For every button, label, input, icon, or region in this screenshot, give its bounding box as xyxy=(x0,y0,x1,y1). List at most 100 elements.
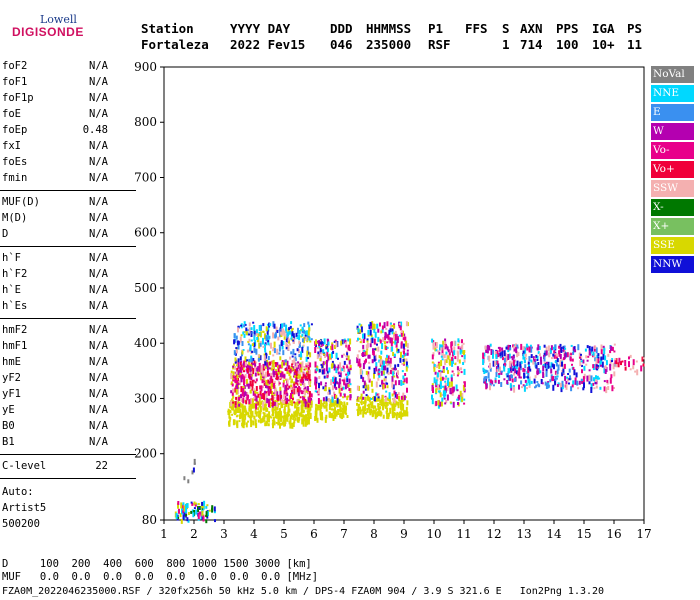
echo-point xyxy=(341,354,344,358)
echo-point xyxy=(463,350,465,355)
echo-point xyxy=(271,408,274,412)
echo-point xyxy=(369,409,372,416)
echo-point xyxy=(445,345,448,349)
echo-point xyxy=(325,359,328,366)
header-label-axn: AXN xyxy=(520,21,543,36)
echo-point xyxy=(447,355,450,360)
echo-point xyxy=(270,398,273,401)
echo-point xyxy=(186,517,189,522)
x-tick-label: 2 xyxy=(190,527,198,541)
param-name: foF2 xyxy=(2,60,28,72)
echo-point xyxy=(326,338,329,341)
echo-point xyxy=(252,379,255,382)
echo-point xyxy=(246,367,249,373)
param-separator xyxy=(0,478,136,479)
echo-point xyxy=(279,331,282,335)
param-row: foEs N/A xyxy=(0,154,108,170)
echo-point xyxy=(368,378,371,383)
echo-point xyxy=(388,398,391,401)
echo-point xyxy=(286,369,289,375)
echo-point xyxy=(343,393,346,398)
echo-point xyxy=(296,379,299,382)
echo-point xyxy=(397,363,400,367)
echo-point xyxy=(183,509,186,515)
echo-point xyxy=(401,354,404,358)
echo-point xyxy=(582,387,585,391)
echo-point xyxy=(615,358,618,365)
echo-point xyxy=(517,371,520,376)
echo-point xyxy=(255,412,258,417)
echo-point xyxy=(262,323,265,327)
echo-point xyxy=(243,333,246,338)
echo-point xyxy=(347,368,350,372)
echo-point xyxy=(324,382,327,385)
echo-point xyxy=(359,329,362,334)
echo-point xyxy=(235,396,238,400)
echo-point xyxy=(238,420,241,423)
param-row: foF1p N/A xyxy=(0,90,108,106)
echo-point xyxy=(581,364,583,367)
echo-point xyxy=(559,359,562,366)
echo-point xyxy=(290,387,293,390)
echo-point xyxy=(502,357,504,361)
echo-point xyxy=(291,394,294,398)
echo-point xyxy=(329,411,331,418)
echo-point xyxy=(356,402,358,406)
echo-point xyxy=(328,389,331,395)
echo-point xyxy=(384,384,386,389)
echo-point xyxy=(194,503,197,507)
echo-point xyxy=(583,382,585,389)
echo-point xyxy=(337,371,340,375)
echo-point xyxy=(287,365,290,370)
echo-point xyxy=(232,371,235,377)
echo-point xyxy=(362,411,365,418)
echo-point xyxy=(526,387,528,390)
echo-point xyxy=(261,379,264,384)
echo-point xyxy=(547,363,550,369)
echo-point xyxy=(384,376,387,379)
echo-point xyxy=(442,377,445,380)
echo-point xyxy=(231,383,234,387)
echo-point xyxy=(509,368,512,372)
echo-point xyxy=(257,357,260,362)
echo-point xyxy=(597,357,600,364)
echo-point xyxy=(401,362,404,365)
echo-point xyxy=(301,346,304,353)
echo-point xyxy=(377,396,380,402)
echo-point xyxy=(252,358,255,361)
echo-point xyxy=(593,377,595,382)
echo-point xyxy=(262,330,265,333)
echo-point xyxy=(489,343,492,347)
echo-point xyxy=(394,338,397,345)
echo-point xyxy=(534,361,537,364)
echo-point xyxy=(291,367,293,371)
echo-point xyxy=(193,501,196,506)
echo-point xyxy=(364,397,367,404)
echo-point xyxy=(586,359,589,362)
echo-point xyxy=(338,401,341,404)
echo-point xyxy=(247,420,250,423)
echo-point xyxy=(185,509,188,514)
echo-point xyxy=(251,404,253,409)
echo-point xyxy=(255,386,258,391)
echo-point xyxy=(254,398,257,401)
echo-point xyxy=(511,378,514,383)
echo-point xyxy=(400,331,403,337)
echo-point xyxy=(275,411,278,415)
echo-point xyxy=(285,401,288,405)
echo-point xyxy=(191,502,194,506)
echo-point xyxy=(405,406,408,412)
echo-point xyxy=(357,410,359,415)
echo-point xyxy=(395,413,398,420)
echo-point xyxy=(247,340,250,343)
echo-point xyxy=(406,387,408,393)
param-row: hmE N/A xyxy=(0,354,108,370)
echo-point xyxy=(192,512,195,518)
legend-item: SSW xyxy=(651,180,694,197)
echo-point xyxy=(327,354,330,357)
echo-point xyxy=(577,387,580,390)
echo-point xyxy=(395,341,398,348)
echo-point xyxy=(237,343,240,350)
echo-point xyxy=(571,358,574,362)
echo-point xyxy=(290,393,292,399)
